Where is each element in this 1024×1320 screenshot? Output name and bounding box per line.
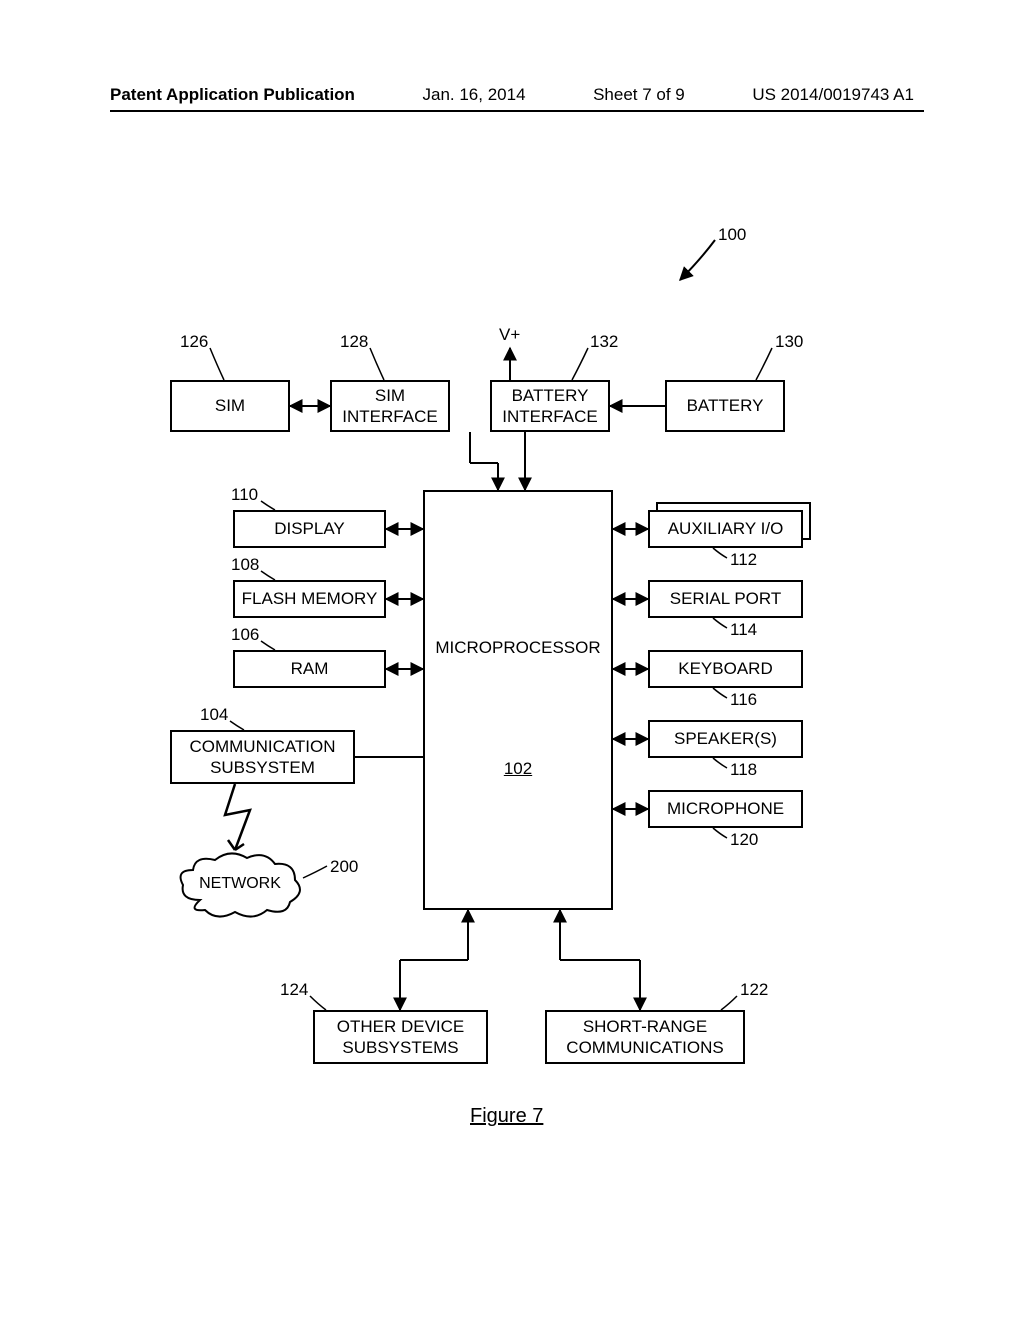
keyboard-box: KEYBOARD — [648, 650, 803, 688]
microprocessor-ref: 102 — [504, 758, 532, 779]
flash-memory-label: FLASH MEMORY — [242, 588, 378, 609]
network-ref: 200 — [330, 857, 358, 877]
system-ref: 100 — [718, 225, 746, 245]
serial-port-label: SERIAL PORT — [670, 588, 781, 609]
microphone-box: MICROPHONE — [648, 790, 803, 828]
other-device-ref: 124 — [280, 980, 308, 1000]
sim-box: SIM — [170, 380, 290, 432]
vplus-label: V+ — [499, 325, 520, 345]
keyboard-label: KEYBOARD — [678, 658, 772, 679]
sim-interface-box: SIM INTERFACE — [330, 380, 450, 432]
header-divider — [110, 110, 924, 112]
microphone-label: MICROPHONE — [667, 798, 784, 819]
battery-interface-ref: 132 — [590, 332, 618, 352]
other-device-box: OTHER DEVICE SUBSYSTEMS — [313, 1010, 488, 1064]
network-label: NETWORK — [175, 875, 305, 893]
ram-box: RAM — [233, 650, 386, 688]
aux-io-box: AUXILIARY I/O — [648, 510, 803, 548]
battery-ref: 130 — [775, 332, 803, 352]
publication-date: Jan. 16, 2014 — [423, 85, 526, 105]
microprocessor-label: MICROPROCESSOR — [435, 637, 600, 658]
figure-caption: Figure 7 — [470, 1105, 543, 1128]
battery-interface-label: BATTERY INTERFACE — [502, 385, 597, 428]
comm-ref: 104 — [200, 705, 228, 725]
short-range-box: SHORT-RANGE COMMUNICATIONS — [545, 1010, 745, 1064]
comm-subsystem-box: COMMUNICATION SUBSYSTEM — [170, 730, 355, 784]
other-device-label: OTHER DEVICE SUBSYSTEMS — [337, 1016, 465, 1059]
sim-ref: 126 — [180, 332, 208, 352]
sim-interface-ref: 128 — [340, 332, 368, 352]
battery-box: BATTERY — [665, 380, 785, 432]
short-range-label: SHORT-RANGE COMMUNICATIONS — [566, 1016, 723, 1059]
comm-subsystem-label: COMMUNICATION SUBSYSTEM — [189, 736, 335, 779]
sim-interface-label: SIM INTERFACE — [342, 385, 437, 428]
keyboard-ref: 116 — [730, 690, 757, 710]
serial-port-ref: 114 — [730, 620, 757, 640]
microphone-ref: 120 — [730, 830, 758, 850]
publication-label: Patent Application Publication — [110, 85, 355, 105]
display-ref: 110 — [231, 485, 258, 505]
network-cloud: NETWORK — [175, 850, 305, 920]
battery-interface-box: BATTERY INTERFACE — [490, 380, 610, 432]
display-label: DISPLAY — [274, 518, 345, 539]
microprocessor-box: MICROPROCESSOR 102 — [423, 490, 613, 910]
speakers-ref: 118 — [730, 760, 757, 780]
flash-ref: 108 — [231, 555, 259, 575]
page-header: Patent Application Publication Jan. 16, … — [0, 85, 1024, 105]
speakers-label: SPEAKER(S) — [674, 728, 777, 749]
sim-label: SIM — [215, 395, 245, 416]
aux-io-ref: 112 — [730, 550, 757, 570]
short-range-ref: 122 — [740, 980, 768, 1000]
flash-memory-box: FLASH MEMORY — [233, 580, 386, 618]
ram-ref: 106 — [231, 625, 259, 645]
publication-number: US 2014/0019743 A1 — [752, 85, 914, 105]
speakers-box: SPEAKER(S) — [648, 720, 803, 758]
block-diagram: SIM SIM INTERFACE BATTERY INTERFACE BATT… — [0, 130, 1024, 1230]
aux-io-label: AUXILIARY I/O — [668, 518, 784, 539]
display-box: DISPLAY — [233, 510, 386, 548]
sheet-number: Sheet 7 of 9 — [593, 85, 685, 105]
ram-label: RAM — [291, 658, 329, 679]
serial-port-box: SERIAL PORT — [648, 580, 803, 618]
battery-label: BATTERY — [687, 395, 764, 416]
